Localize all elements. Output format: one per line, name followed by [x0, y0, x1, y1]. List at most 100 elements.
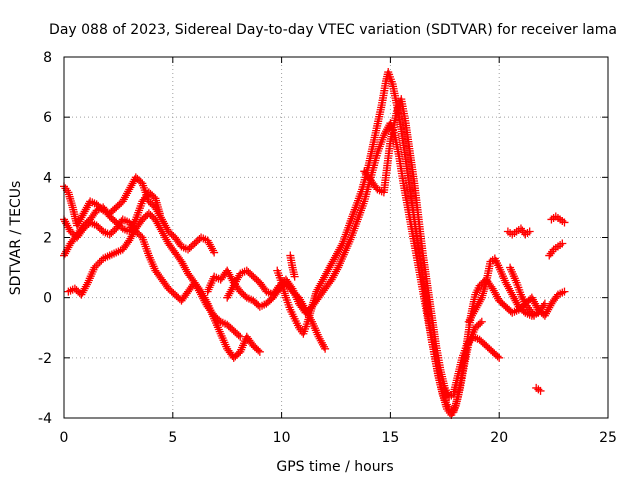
- data-point: [545, 303, 554, 312]
- data-point: [295, 323, 304, 332]
- y-tick-label: 6: [43, 110, 52, 126]
- data-point: [125, 185, 134, 194]
- data-point: [122, 191, 131, 200]
- data-point: [61, 217, 70, 226]
- data-point: [321, 271, 330, 280]
- data-point: [532, 301, 541, 310]
- data-point: [77, 290, 86, 299]
- data-point: [382, 127, 391, 136]
- data-point: [511, 296, 520, 305]
- data-point: [502, 280, 511, 289]
- data-point: [333, 265, 342, 274]
- data-point: [153, 219, 162, 228]
- data-point: [330, 269, 339, 278]
- data-point: [194, 286, 203, 295]
- x-tick-label: 20: [490, 430, 508, 446]
- data-point: [466, 313, 475, 322]
- data-point: [64, 243, 73, 252]
- data-point: [157, 227, 166, 236]
- y-tick-label: 4: [43, 170, 52, 186]
- data-point: [118, 197, 127, 206]
- data-point: [522, 301, 531, 310]
- data-point: [124, 187, 133, 196]
- data-point: [81, 282, 90, 291]
- data-point: [510, 294, 519, 303]
- data-point: [229, 281, 238, 290]
- data-point: [560, 218, 569, 227]
- data-point: [329, 255, 338, 264]
- data-point: [61, 249, 70, 258]
- data-point: [468, 311, 476, 320]
- data-point: [313, 285, 322, 294]
- data-point: [536, 386, 545, 395]
- data-point: [155, 209, 164, 218]
- data-point: [92, 261, 101, 270]
- data-point: [77, 213, 86, 222]
- data-point: [75, 217, 84, 226]
- data-point: [490, 288, 499, 297]
- x-tick-label: 25: [599, 430, 617, 446]
- data-point: [190, 278, 199, 287]
- data-point: [227, 274, 236, 283]
- data-point: [181, 265, 190, 274]
- data-point: [79, 286, 88, 295]
- data-point: [61, 184, 70, 193]
- data-point: [314, 283, 323, 292]
- data-point: [152, 217, 161, 226]
- data-point: [333, 249, 342, 258]
- data-point: [95, 258, 104, 267]
- data-point: [335, 245, 344, 254]
- data-point: [80, 284, 89, 293]
- series-segment-12: [545, 239, 567, 260]
- y-tick-label: 2: [43, 231, 52, 247]
- data-point: [329, 271, 338, 280]
- data-point: [525, 227, 534, 236]
- data-point: [223, 266, 232, 275]
- data-point: [471, 305, 480, 314]
- data-point: [521, 299, 530, 308]
- data-point: [290, 272, 299, 281]
- data-point: [223, 293, 232, 302]
- data-point: [227, 285, 236, 294]
- data-point: [191, 280, 200, 289]
- data-point: [476, 319, 485, 328]
- data-point: [325, 263, 334, 272]
- data-point: [200, 296, 209, 305]
- data-point: [203, 236, 212, 245]
- data-point: [78, 211, 87, 220]
- series-track-4: [64, 209, 245, 341]
- data-point: [232, 275, 241, 284]
- data-point: [81, 205, 90, 214]
- data-point: [473, 301, 482, 310]
- data-point: [126, 234, 135, 243]
- data-point: [541, 309, 550, 318]
- data-point: [495, 353, 504, 362]
- data-point: [192, 282, 201, 291]
- data-point: [126, 183, 135, 192]
- data-point: [558, 239, 567, 248]
- data-point: [516, 224, 525, 233]
- data-point: [125, 236, 134, 245]
- data-point: [198, 292, 207, 301]
- data-point: [210, 248, 219, 257]
- data-point: [312, 287, 321, 296]
- data-point: [234, 273, 243, 282]
- data-point: [488, 284, 497, 293]
- data-point: [234, 331, 243, 340]
- data-point: [127, 181, 136, 190]
- data-point: [154, 221, 163, 230]
- data-point: [120, 193, 129, 202]
- tick-labels: 0 5 10 15 20 25 -4 -2 0 2 4 6 8: [38, 50, 617, 446]
- data-point: [159, 229, 168, 238]
- data-point: [528, 295, 537, 304]
- data-point: [328, 273, 337, 282]
- data-point: [74, 219, 83, 228]
- data-point: [493, 292, 502, 301]
- data-point: [63, 245, 72, 254]
- data-point: [199, 294, 208, 303]
- data-point: [545, 251, 554, 260]
- data-point: [334, 247, 343, 256]
- series-segment-11: [503, 224, 534, 239]
- data-point: [76, 215, 85, 224]
